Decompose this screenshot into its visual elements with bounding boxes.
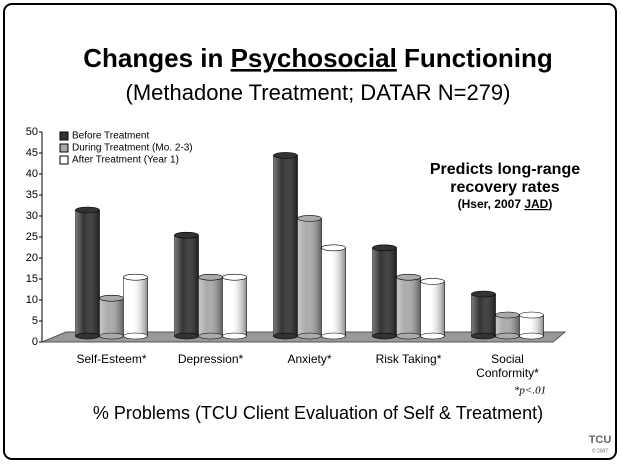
legend-label: After Treatment (Year 1) [72,155,179,166]
y-tick-label: 50 [26,126,38,138]
bar-shade [420,281,445,336]
bar-base [99,332,124,340]
bar-top [372,244,397,252]
y-tick-label: 20 [26,252,38,264]
x-tick-label: Depression* [177,352,244,366]
bar-shade [99,298,124,336]
bar-shade [321,247,346,336]
bar-top [99,294,124,302]
x-axis-label: % Problems (TCU Client Evaluation of Sel… [93,403,543,423]
bar-top [174,231,199,239]
legend-swatch [59,155,69,165]
bar-shade [471,294,496,336]
citation-part: ) [548,197,552,211]
x-tick-label: Anxiety* [287,352,332,366]
bar-base [372,332,397,340]
legend-label: Before Treatment [72,131,149,142]
title-part: Functioning [397,43,553,73]
bar-shade [222,277,247,336]
y-tick-label: 5 [32,315,38,327]
bar-shade [123,277,148,336]
bar-base [123,332,148,340]
citation: (Hser, 2007 JAD) [458,197,553,211]
y-tick-label: 15 [26,273,38,285]
citation-part: JAD [524,197,548,211]
bar-top [123,273,148,281]
x-tick-label: Self-Esteem* [76,352,147,366]
bar-shade [495,315,520,336]
legend-swatch [59,131,69,141]
bar-top [75,206,100,214]
bar-shade [174,235,199,336]
y-tick-label: 35 [26,189,38,201]
bar-shade [75,210,100,336]
bar-base [420,332,445,340]
x-tick-label: Social Conformity* [476,352,539,380]
y-tick-label: 30 [26,210,38,222]
logo-note: © 2007 [592,447,608,454]
bar-base [222,332,247,340]
bar-shade [297,218,322,336]
chart-title: Changes in Psychosocial Functioning [83,43,553,73]
bar-base [495,332,520,340]
footnote: *p<.01 [514,385,546,397]
bar-base [471,332,496,340]
bar-top [273,152,298,159]
bar-top [396,273,421,281]
title-part: Changes in [83,43,230,73]
y-tick-label: 45 [26,147,38,159]
bar-base [396,332,421,340]
annotation: recovery rates [450,179,560,196]
bar-top [471,290,496,298]
bar-base [321,332,346,340]
y-tick-label: 0 [32,336,38,348]
bar-shade [198,277,223,336]
logo: TCU [589,434,612,446]
legend-label: During Treatment (Mo. 2-3) [72,143,193,154]
citation-part: (Hser, 2007 [458,197,525,211]
subtitle: (Methadone Treatment; DATAR N=279) [126,80,511,105]
bar-top [495,311,520,319]
bar-top [420,278,445,285]
bar-base [273,332,298,340]
bar-base [297,332,322,340]
bar-shade [372,247,397,336]
bar-top [321,244,346,252]
bar-top [519,311,544,319]
bar-base [519,332,544,340]
y-tick-label: 10 [26,294,38,306]
y-tick-label: 25 [26,231,38,243]
bar-base [198,332,223,340]
bar-top [222,273,247,281]
bar-top [297,215,322,222]
bar-base [174,332,199,340]
annotation: Predicts long-range [430,161,580,178]
y-tick-label: 40 [26,168,38,180]
bar-base [75,332,100,340]
x-tick-label: Risk Taking* [375,352,442,366]
bar-shade [273,155,298,336]
bar-shade [396,277,421,336]
bar-top [198,273,223,281]
title-part: Psychosocial [231,43,397,73]
bar-shade [519,315,544,336]
legend-swatch [59,143,69,153]
